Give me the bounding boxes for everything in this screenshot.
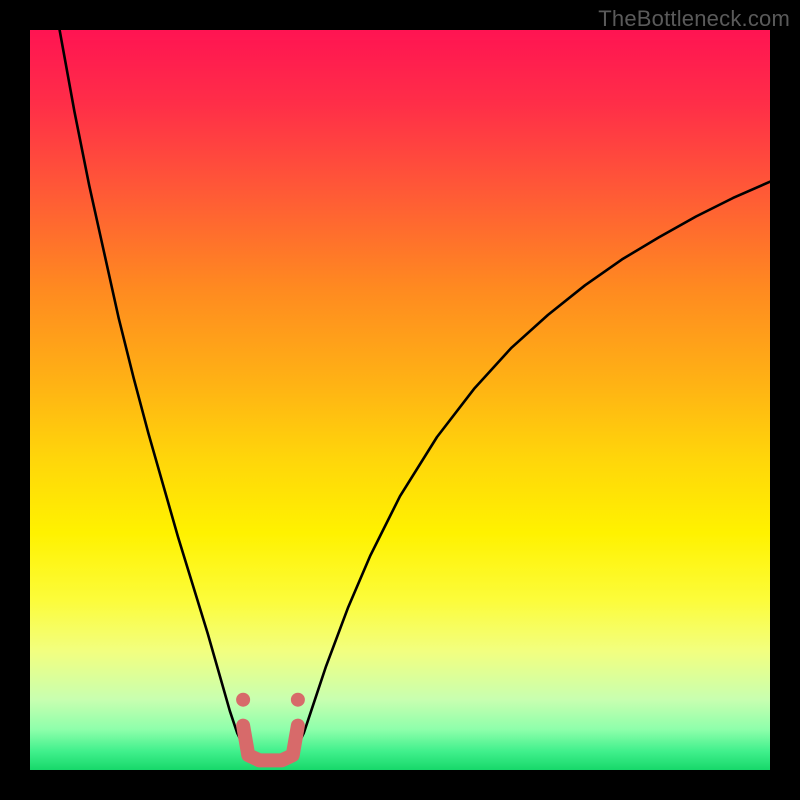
- highlight-marker-dot-left: [236, 693, 250, 707]
- chart-background: [30, 30, 770, 770]
- chart-svg: [30, 30, 770, 770]
- watermark-text: TheBottleneck.com: [598, 6, 790, 32]
- chart-container: TheBottleneck.com: [0, 0, 800, 800]
- plot-area: [30, 30, 770, 770]
- highlight-marker-dot-right: [291, 693, 305, 707]
